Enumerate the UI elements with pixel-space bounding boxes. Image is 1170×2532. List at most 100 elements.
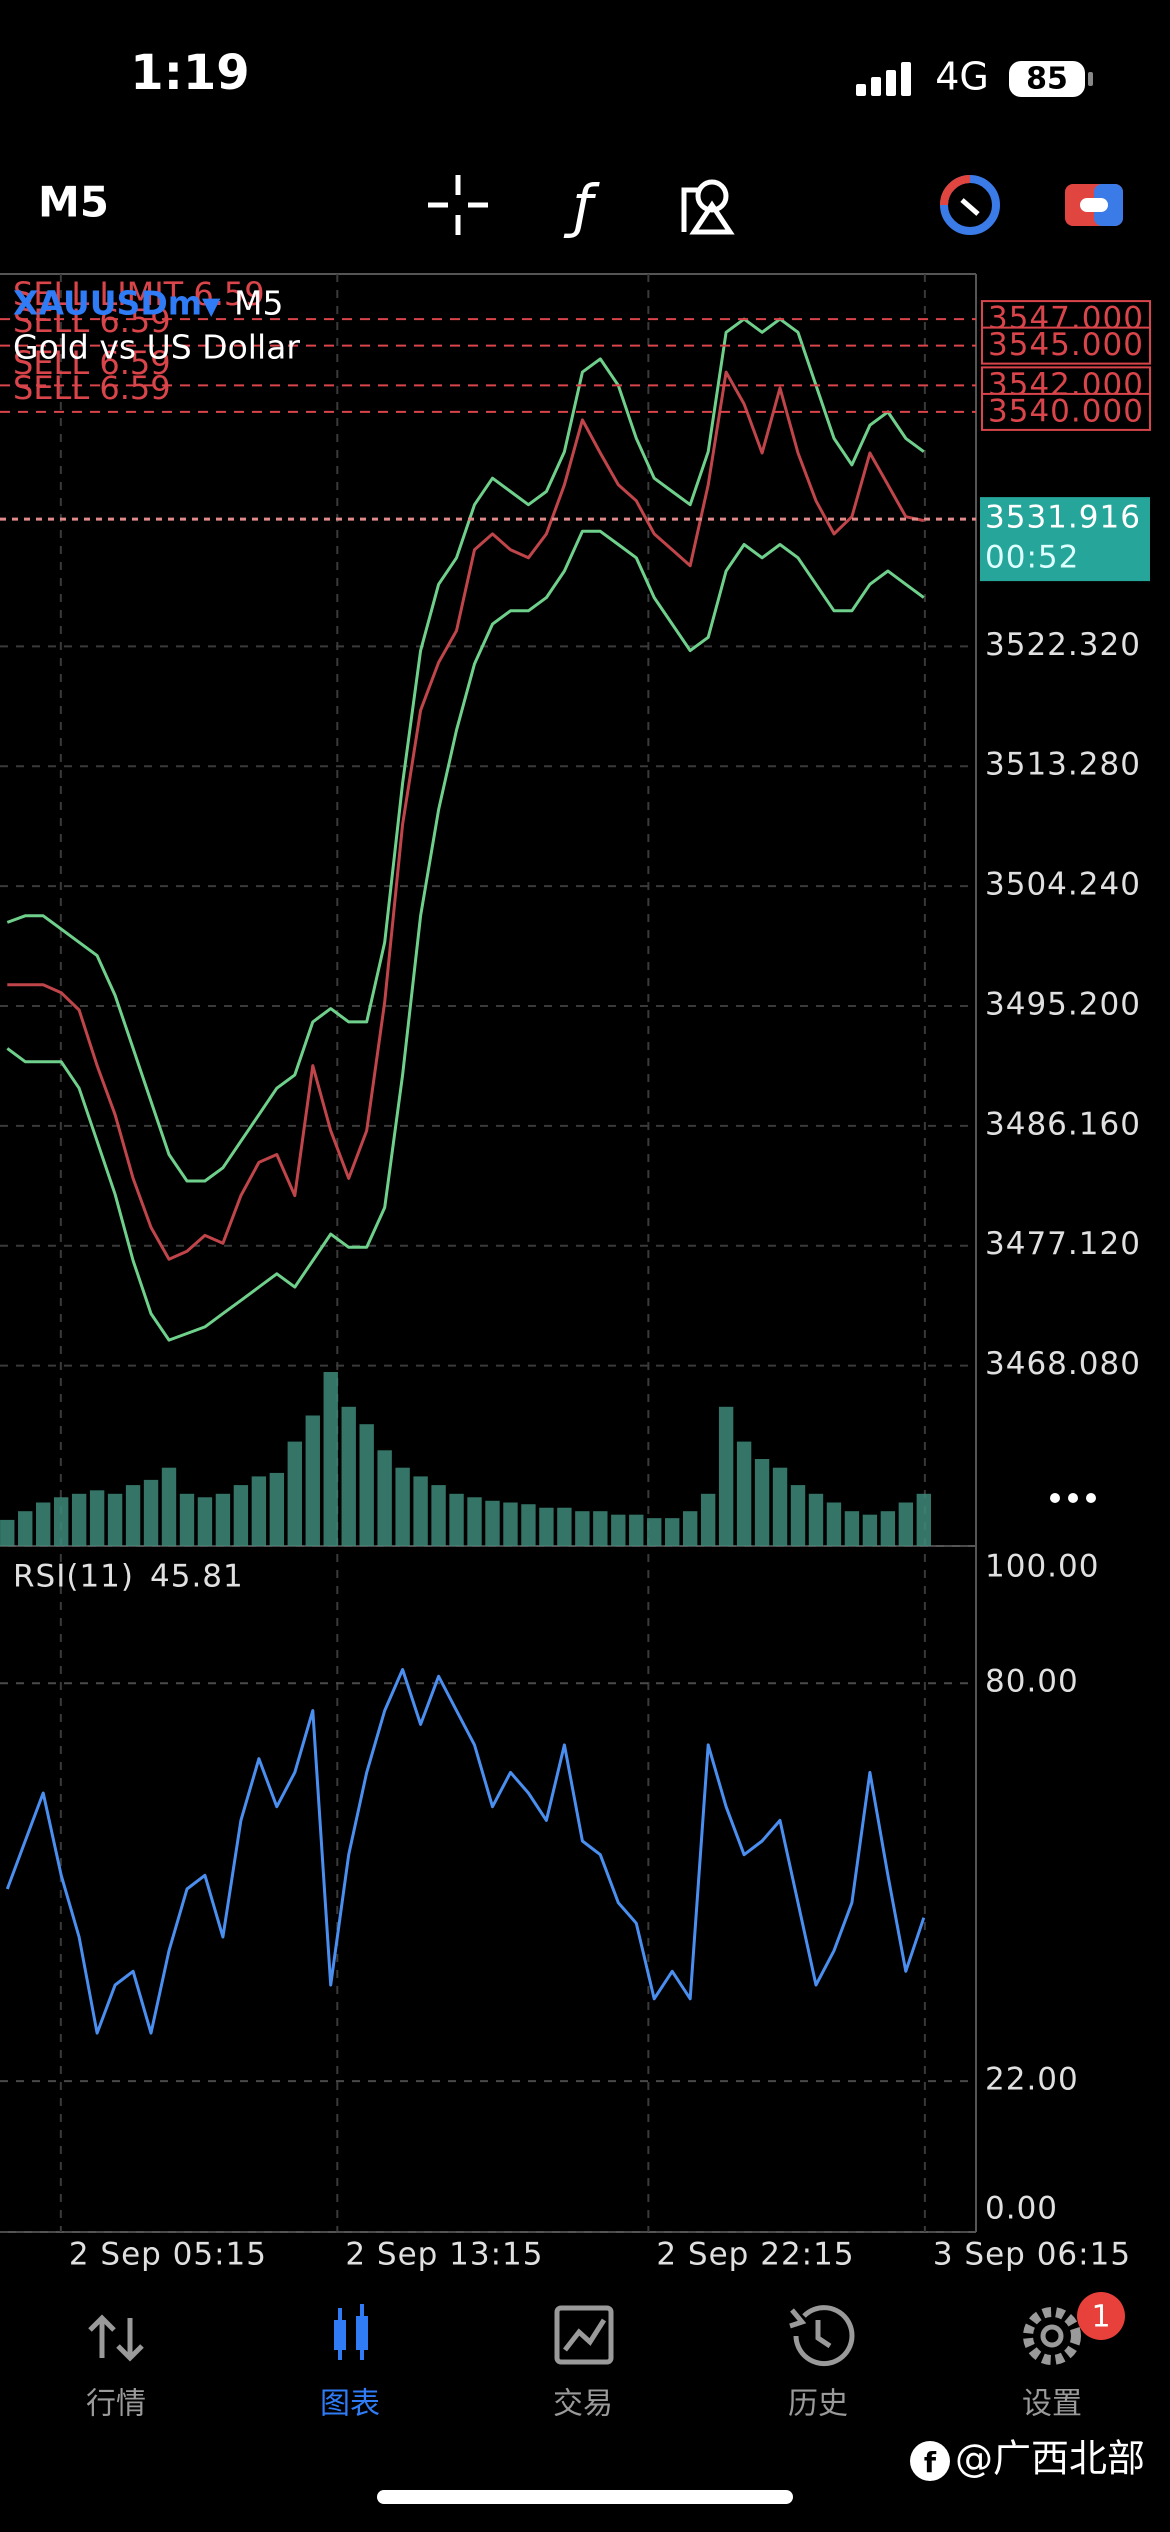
volume-bar [772, 1467, 788, 1546]
rsi-tick-label: 100.00 [985, 1549, 1099, 1585]
volume-bar [826, 1502, 842, 1546]
volume-bar [808, 1493, 824, 1546]
volume-bar [521, 1504, 536, 1546]
volume-bar [736, 1441, 752, 1546]
nav-tab-label[interactable]: 交易 [553, 2387, 613, 2422]
volume-bar [467, 1497, 482, 1546]
symbol[interactable]: XAUUSDm [13, 284, 202, 323]
trade-button[interactable] [1065, 184, 1123, 226]
bar-countdown: 00:52 [985, 540, 1079, 576]
volume-bar [539, 1507, 554, 1546]
volume-bar [197, 1497, 213, 1546]
y-tick-label: 3468.080 [985, 1346, 1141, 1382]
timeframe-button[interactable]: M5 [38, 178, 109, 227]
battery-level: 85 [1026, 62, 1068, 97]
order-label: SELL 6.59 [13, 302, 171, 340]
battery-nub [1088, 72, 1093, 86]
volume-bar [449, 1493, 464, 1546]
volume-bar [251, 1476, 267, 1546]
order-price-box [981, 392, 1151, 431]
volume-bar [36, 1502, 51, 1546]
volume-bar [53, 1497, 69, 1546]
volume-bar [215, 1493, 231, 1546]
objects-button[interactable] [681, 179, 735, 235]
volume-bar [790, 1485, 806, 1546]
symbol-dropdown: ▼ [202, 292, 221, 320]
rsi-title: RSI(11) [13, 1559, 134, 1595]
volume-bar [647, 1518, 662, 1546]
volume-bar [611, 1514, 626, 1546]
chart-timeframe: M5 [234, 284, 283, 323]
y-tick-label: 3495.200 [985, 986, 1141, 1022]
x-tick-label: 2 Sep 05:15 [69, 2237, 267, 2273]
volume-bar [413, 1476, 428, 1546]
chart-icon[interactable] [334, 2304, 368, 2360]
x-tick-label: 3 Sep 06:15 [933, 2237, 1131, 2273]
history-icon[interactable] [789, 2305, 855, 2367]
nav-tab-label[interactable]: 历史 [788, 2387, 848, 2422]
rsi-value: 45.81 [150, 1559, 244, 1595]
settings-icon[interactable] [1023, 2307, 1081, 2365]
volume-bar [485, 1500, 500, 1546]
volume-bar [89, 1490, 105, 1546]
battery-icon [1009, 61, 1085, 97]
y-tick-label: 3486.160 [985, 1106, 1141, 1142]
volume-bar [898, 1502, 914, 1546]
x-tick-label: 2 Sep 13:15 [345, 2237, 543, 2273]
volume-bar [71, 1493, 87, 1546]
current-price-box [980, 497, 1150, 582]
watermark: @广西北部 [955, 2437, 1145, 2481]
volume-bar [718, 1406, 734, 1546]
more-button[interactable] [1050, 1493, 1096, 1503]
network-type: 4G [935, 55, 989, 99]
nav-tab-label[interactable]: 图表 [320, 2387, 380, 2422]
symbol-description: Gold vs US Dollar [13, 328, 300, 367]
svg-text:f: f [924, 2446, 937, 2479]
y-tick-label: 3477.120 [985, 1226, 1141, 1262]
trade-icon[interactable] [554, 2305, 614, 2365]
volume-bar [233, 1485, 249, 1546]
volume-bar [161, 1467, 177, 1546]
badge-count: 1 [1091, 2300, 1110, 2335]
order-label: SELL 6.59 [13, 344, 171, 382]
signal-icon [856, 62, 911, 96]
rsi-tick-label: 80.00 [985, 1664, 1079, 1700]
volume-bar [305, 1415, 320, 1546]
volume-bar [682, 1511, 698, 1546]
volume-bar [431, 1485, 446, 1546]
home-indicator [377, 2490, 793, 2504]
status-time: 1:19 [130, 45, 249, 101]
price-line [6, 317, 925, 1183]
price-line [7, 370, 925, 1261]
volume-bar [359, 1424, 374, 1546]
volume-bar [503, 1502, 518, 1546]
order-price-label: 3545.000 [988, 327, 1144, 363]
price-line [6, 529, 925, 1342]
nav-tab-label[interactable]: 设置 [1022, 2387, 1082, 2422]
settings-badge [1077, 2292, 1125, 2340]
current-price-label: 3531.916 [985, 500, 1141, 536]
volume-bar [395, 1467, 410, 1546]
crosshair-button[interactable] [428, 175, 488, 235]
volume-bar [700, 1493, 716, 1546]
y-tick-label: 3513.280 [985, 747, 1141, 783]
volume-bar [323, 1372, 338, 1546]
volume-bar [377, 1450, 392, 1546]
volume-bar [125, 1485, 141, 1546]
quotes-icon[interactable] [88, 2314, 144, 2362]
volume-bar [862, 1514, 878, 1546]
order-label: SELL LIMIT 6.59 [13, 275, 265, 313]
volume-bar [665, 1518, 680, 1546]
order-price-box [981, 326, 1151, 365]
volume-bar [880, 1511, 896, 1546]
rsi-tick-label: 0.00 [985, 2191, 1058, 2227]
volume-bar [629, 1514, 644, 1546]
volume-bar [0, 1519, 15, 1546]
watermark-logo: f [910, 2441, 950, 2481]
nav-tab-label[interactable]: 行情 [86, 2387, 146, 2422]
volume-bar [179, 1493, 195, 1546]
volume-bar [107, 1493, 123, 1546]
account-button[interactable] [940, 175, 1000, 235]
